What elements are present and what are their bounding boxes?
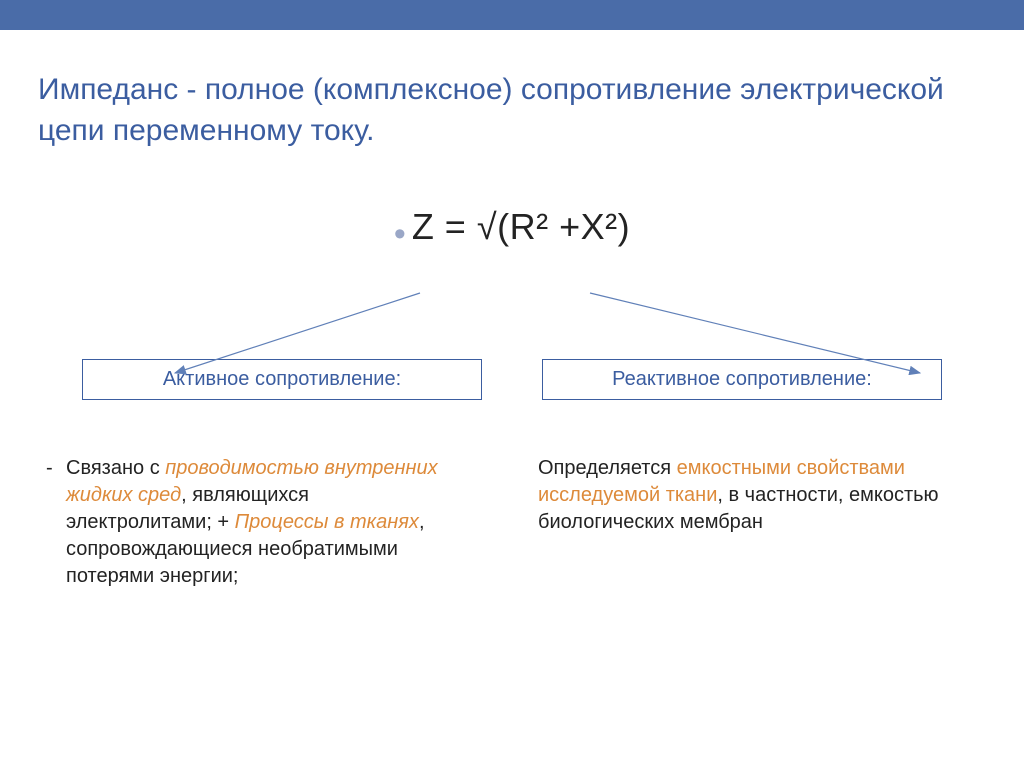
active-resistance-box: Активное сопротивление: [82, 359, 482, 400]
bullet-dash: - [46, 455, 53, 482]
impedance-formula: Z = √(R² +X²) [412, 206, 630, 247]
slide-title: Импеданс - полное (комплексное) сопротив… [0, 30, 1024, 151]
component-boxes: Активное сопротивление: Реактивное сопро… [0, 359, 1024, 400]
active-desc-text1: Связано с [66, 457, 165, 479]
top-bar [0, 0, 1024, 30]
bullet-dot: • [394, 215, 406, 253]
descriptions-row: - Связано с проводимостью внутренних жид… [0, 455, 1024, 590]
active-desc-highlight2: Процессы в тканях [235, 511, 419, 533]
reactive-resistance-box: Реактивное сопротивление: [542, 359, 942, 400]
reactive-description: Определяется емкостными свойствами иссле… [538, 455, 958, 590]
formula-block: •Z = √(R² +X²) [0, 206, 1024, 254]
reactive-desc-text1: Определяется [538, 457, 677, 479]
active-description: - Связано с проводимостью внутренних жид… [38, 455, 478, 590]
